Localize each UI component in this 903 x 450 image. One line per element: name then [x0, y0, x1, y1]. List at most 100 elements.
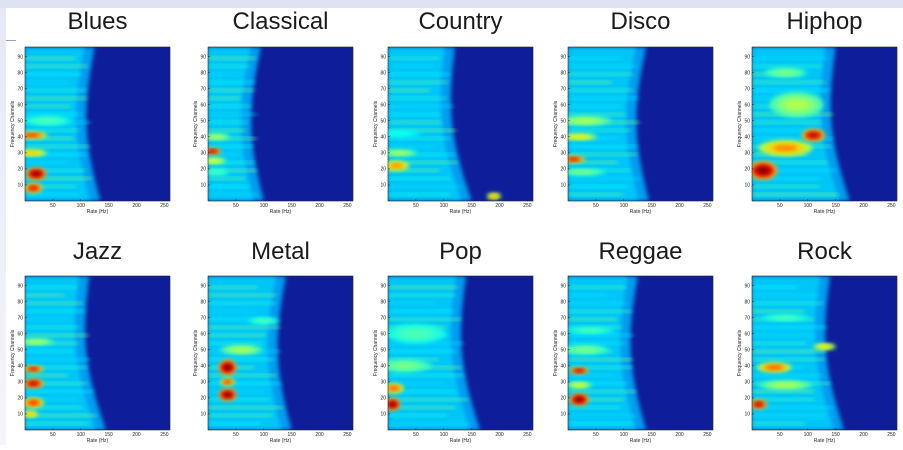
hotspot — [389, 163, 403, 168]
frequency-band — [752, 342, 807, 345]
y-tick-label: 40 — [380, 135, 386, 141]
hotspot — [392, 363, 417, 369]
hotspot — [571, 170, 593, 174]
x-tick-label: 100 — [260, 432, 269, 438]
panel-title-disco: Disco — [610, 8, 671, 35]
hotspot — [25, 151, 40, 155]
frequency-band — [752, 57, 828, 60]
y-tick-label: 80 — [200, 70, 206, 76]
frequency-band — [208, 153, 239, 156]
y-tick-label: 70 — [560, 315, 566, 321]
x-tick-label: 100 — [804, 203, 813, 209]
y-tick-label: 90 — [200, 54, 206, 60]
frequency-band — [25, 406, 82, 409]
y-tick-label: 80 — [744, 299, 750, 305]
hotspot — [773, 383, 798, 388]
y-tick-label: 60 — [17, 102, 23, 108]
frequency-band — [388, 318, 462, 321]
y-tick-label: 40 — [17, 364, 23, 370]
y-tick-label: 60 — [200, 331, 206, 337]
y-tick-label: 60 — [744, 331, 750, 337]
y-tick-label: 50 — [17, 347, 23, 353]
y-tick-label: 60 — [560, 331, 566, 337]
hotspot — [223, 380, 232, 384]
frequency-band — [752, 89, 829, 92]
y-tick-label: 20 — [744, 396, 750, 402]
frequency-band — [752, 310, 805, 313]
frequency-band — [25, 318, 69, 321]
y-tick-label: 80 — [17, 70, 23, 76]
plot-frame — [751, 275, 898, 431]
x-tick-label: 150 — [467, 432, 476, 438]
x-tick-label: 150 — [831, 203, 840, 209]
plot-frame — [207, 46, 354, 202]
panel-title-reggae: Reggae — [598, 238, 683, 265]
x-tick-label: 200 — [859, 203, 868, 209]
frequency-band — [388, 406, 456, 409]
y-tick-label: 30 — [560, 151, 566, 157]
frequency-band — [752, 406, 833, 409]
x-tick-label: 150 — [104, 432, 113, 438]
frequency-band — [752, 129, 811, 132]
x-tick-label: 50 — [50, 203, 56, 209]
frequency-band — [208, 374, 277, 377]
y-tick-label: 70 — [560, 86, 566, 92]
y-tick-label: 20 — [17, 167, 23, 173]
frequency-band — [568, 81, 612, 84]
frequency-band — [25, 310, 85, 313]
y-tick-label: 90 — [744, 54, 750, 60]
frequency-band — [25, 334, 89, 337]
panel-title-jazz: Jazz — [72, 238, 123, 265]
y-tick-label: 20 — [560, 167, 566, 173]
frequency-band — [208, 81, 255, 84]
x-tick-label: 50 — [593, 432, 599, 438]
y-axis-label: Frequency Channels — [193, 329, 199, 376]
frequency-band — [25, 390, 94, 393]
frequency-band — [388, 89, 430, 92]
x-tick-label: 100 — [440, 203, 449, 209]
heatmap-rock: 10 20 30 40 50 60 70 80 90 50 100 150 200 250 Rate (Hz… — [737, 275, 898, 444]
hotspot — [208, 149, 218, 153]
y-tick-label: 90 — [560, 54, 566, 60]
frequency-band — [568, 422, 633, 425]
x-tick-label: 150 — [467, 203, 476, 209]
frequency-band — [208, 398, 270, 401]
frequency-band — [568, 193, 623, 196]
frequency-band — [568, 65, 638, 68]
frequency-band — [388, 294, 456, 297]
frequency-band — [568, 294, 608, 297]
y-tick-label: 60 — [560, 102, 566, 108]
frequency-band — [388, 81, 448, 84]
frequency-band — [388, 185, 462, 188]
frequency-band — [568, 153, 638, 156]
x-tick-label: 100 — [620, 203, 629, 209]
y-tick-label: 60 — [17, 331, 23, 337]
frequency-band — [25, 374, 68, 377]
frequency-band — [25, 97, 88, 100]
y-tick-label: 40 — [200, 135, 206, 141]
frequency-band — [208, 121, 248, 124]
y-axis-label: Frequency Channels — [553, 100, 559, 147]
hotspot — [775, 70, 796, 75]
frequency-band — [568, 185, 628, 188]
frequency-band — [388, 286, 458, 289]
frequency-band — [752, 169, 837, 172]
frequency-band — [208, 193, 259, 196]
x-tick-label: 200 — [675, 432, 684, 438]
panel-title-country: Country — [418, 8, 503, 35]
y-tick-label: 40 — [200, 364, 206, 370]
hotspot — [36, 118, 59, 123]
frequency-band — [388, 310, 455, 313]
frequency-band — [208, 161, 255, 164]
frequency-band — [568, 161, 618, 164]
frequency-band — [388, 350, 457, 353]
frequency-band — [388, 169, 440, 172]
hotspot — [388, 401, 397, 407]
frequency-band — [208, 310, 256, 313]
x-tick-label: 250 — [160, 203, 169, 209]
y-tick-label: 80 — [560, 70, 566, 76]
x-tick-label: 50 — [413, 432, 419, 438]
hotspot — [754, 402, 764, 407]
y-axis-label: Frequency Channels — [10, 329, 16, 376]
x-tick-label: 200 — [315, 432, 324, 438]
